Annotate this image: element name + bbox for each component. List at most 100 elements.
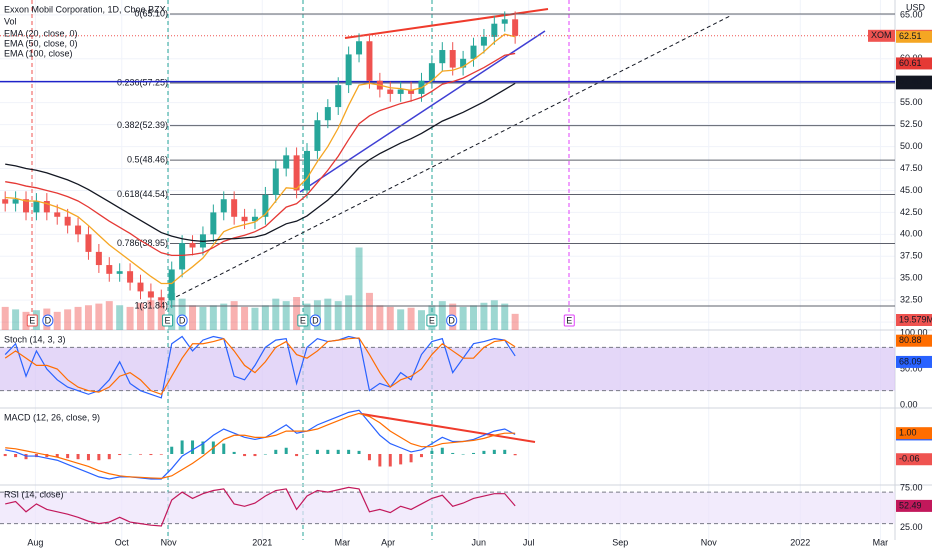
ema-line xyxy=(5,82,516,243)
histogram-bar xyxy=(409,453,413,463)
candle-body xyxy=(231,199,238,217)
candle-body xyxy=(33,200,40,213)
y-tick-label: 32.50 xyxy=(900,295,923,305)
candle-body xyxy=(85,234,92,252)
event-label: D xyxy=(45,315,52,325)
price-tag xyxy=(896,427,932,440)
candle-body xyxy=(189,243,196,248)
event-marker xyxy=(446,314,458,327)
volume-bar xyxy=(490,300,498,330)
price-tag xyxy=(896,499,932,512)
indicator-line xyxy=(5,412,516,479)
histogram-bar xyxy=(482,450,486,454)
event-marker xyxy=(42,314,54,327)
histogram-bar xyxy=(118,453,122,456)
candle-body xyxy=(54,212,61,217)
indicator-band xyxy=(0,492,895,524)
price-tag-label: 19.579M xyxy=(899,314,932,324)
divergence-line xyxy=(361,413,536,443)
histogram-bar xyxy=(399,453,403,465)
volume-bar xyxy=(157,297,165,330)
price-tag-label: 1.00 xyxy=(899,428,917,438)
volume-bar xyxy=(220,303,228,330)
volume-bar xyxy=(116,305,124,330)
histogram-bar xyxy=(295,453,299,457)
volume-bar xyxy=(345,295,353,330)
histogram-bar xyxy=(107,453,111,460)
symbol-label: XOM xyxy=(871,30,892,40)
histogram-bar xyxy=(14,453,18,458)
volume-bar xyxy=(105,301,113,330)
histogram-bar xyxy=(55,453,59,458)
histogram-bar xyxy=(347,449,351,454)
y-tick-label: 40.00 xyxy=(900,229,923,239)
fib-label: 0.382(52.39) xyxy=(117,120,168,130)
volume-bar xyxy=(199,306,207,330)
x-tick-label: Apr xyxy=(381,537,395,547)
candle-body xyxy=(95,251,102,266)
volume-bar xyxy=(53,311,61,330)
pane-title: RSI (14, close) xyxy=(4,489,64,499)
candle-body xyxy=(241,216,248,222)
price-tag-label: 60.61 xyxy=(899,58,922,68)
histogram-bar xyxy=(263,453,267,455)
candle-body xyxy=(356,41,363,55)
histogram-bar xyxy=(232,451,236,454)
price-tag-label: 80.88 xyxy=(899,335,922,345)
candle-body xyxy=(127,271,134,283)
histogram-bar xyxy=(378,453,382,467)
price-tag xyxy=(896,57,932,70)
volume-bar xyxy=(511,313,519,330)
histogram-bar xyxy=(336,449,340,454)
histogram-bar xyxy=(222,443,226,454)
volume-bar xyxy=(407,307,415,330)
volume-bar xyxy=(189,305,197,330)
histogram-bar xyxy=(305,453,309,455)
event-label: D xyxy=(312,315,319,325)
histogram-bar xyxy=(128,453,132,455)
x-tick-label: Sep xyxy=(612,537,628,547)
x-tick-label: Aug xyxy=(27,537,43,547)
fib-label: 0.618(44.54) xyxy=(117,189,168,199)
volume-bar xyxy=(334,301,342,330)
histogram-bar xyxy=(367,453,371,461)
candle-body xyxy=(293,155,300,191)
volume-bar xyxy=(178,298,186,330)
volume-bar xyxy=(64,309,72,330)
event-label: D xyxy=(448,315,455,325)
histogram-bar xyxy=(253,453,257,457)
candle-body xyxy=(470,45,477,59)
histogram-bar xyxy=(419,453,423,458)
volume-bar xyxy=(480,302,488,330)
histogram-bar xyxy=(503,449,507,454)
event-marker xyxy=(297,314,309,327)
price-tag xyxy=(896,334,932,347)
histogram-bar xyxy=(159,453,163,455)
candle-body xyxy=(251,216,258,222)
histogram-bar xyxy=(138,453,142,455)
y-tick-label: 55.00 xyxy=(900,97,923,107)
event-label: E xyxy=(429,315,435,325)
volume-bar xyxy=(470,305,478,330)
candle-body xyxy=(43,200,50,213)
volume-bar xyxy=(324,298,332,330)
currency: USD xyxy=(906,2,926,12)
y-tick-label: 75.00 xyxy=(900,483,923,493)
fib-label: 0.5(48.46) xyxy=(127,154,168,164)
histogram-bar xyxy=(461,453,465,455)
price-tag xyxy=(896,314,932,326)
volume-bar xyxy=(84,305,92,330)
volume-bar xyxy=(397,309,405,330)
volume-bar xyxy=(251,307,259,330)
support-line xyxy=(299,30,546,193)
candle-body xyxy=(64,216,71,226)
histogram-bar xyxy=(3,453,7,457)
candle-body xyxy=(2,199,9,204)
indicator-line xyxy=(5,486,516,527)
event-label: E xyxy=(29,315,35,325)
histogram-bar xyxy=(326,449,330,454)
y-tick-label: 47.50 xyxy=(900,163,923,173)
